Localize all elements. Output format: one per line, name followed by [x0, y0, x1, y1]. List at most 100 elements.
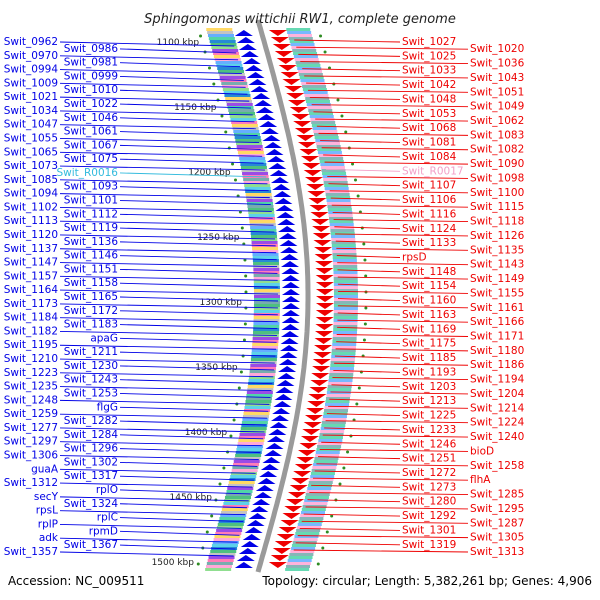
leader-line — [119, 296, 279, 302]
forward-gene-label: Swit_1120 — [4, 229, 58, 241]
right-feature-block — [303, 91, 328, 94]
scale-tick-dot — [336, 98, 340, 102]
forward-gene-label: Swit_1282 — [64, 415, 118, 427]
forward-gene-arrow — [282, 296, 300, 302]
left-feature-block — [240, 163, 267, 166]
left-feature-block — [247, 205, 274, 208]
forward-gene-label: Swit_1047 — [4, 119, 58, 131]
left-feature-block — [253, 274, 280, 277]
forward-gene-label: Swit_1173 — [4, 298, 58, 310]
reverse-gene-arrow — [296, 135, 315, 141]
reverse-gene-arrow — [296, 457, 315, 463]
forward-gene-arrow — [255, 107, 274, 113]
left-feature-block — [235, 142, 262, 145]
reverse-gene-label: rpsD — [402, 251, 427, 263]
leader-line — [59, 82, 246, 88]
scale-tick-dot — [349, 434, 353, 438]
forward-gene-arrow — [253, 492, 272, 498]
left-feature-block — [224, 94, 251, 97]
reverse-gene-arrow — [315, 303, 334, 309]
leader-line — [335, 240, 401, 244]
scale-label: 1450 kbp — [170, 493, 213, 503]
right-feature-block — [287, 34, 312, 37]
right-feature-block — [289, 553, 314, 556]
reverse-gene-label: Swit_1133 — [402, 237, 456, 249]
left-feature-block — [253, 316, 280, 319]
reverse-gene-label: Swit_1033 — [402, 65, 456, 77]
left-feature-block — [239, 433, 266, 436]
right-feature-block — [333, 328, 358, 331]
left-feature-block — [222, 85, 249, 88]
forward-gene-label: Swit_1367 — [64, 539, 118, 551]
reverse-gene-label: Swit_1194 — [470, 374, 525, 386]
left-feature-block — [253, 307, 280, 310]
leader-line — [336, 334, 469, 337]
right-feature-block — [297, 523, 322, 526]
forward-gene-label: Swit_1146 — [64, 250, 119, 262]
reverse-gene-arrow — [282, 79, 301, 85]
left-feature-block — [253, 319, 280, 322]
forward-gene-label: Swit_0981 — [64, 57, 118, 69]
leader-line — [295, 542, 401, 546]
forward-gene-arrow — [280, 247, 299, 253]
leader-line — [337, 305, 469, 309]
right-feature-block — [333, 331, 358, 334]
leader-line — [337, 319, 469, 323]
right-feature-block — [324, 187, 349, 190]
forward-gene-label: Swit_1284 — [64, 429, 119, 441]
reverse-gene-arrow — [310, 212, 329, 218]
left-feature-block — [249, 217, 276, 220]
scale-tick-dot — [196, 562, 200, 566]
scale-tick-dot — [239, 370, 243, 374]
leader-line — [329, 190, 469, 194]
reverse-gene-label: Swit_1166 — [470, 316, 525, 328]
right-feature-block — [304, 94, 329, 97]
left-feature-block — [228, 484, 255, 487]
leader-line — [319, 448, 469, 452]
leader-line — [309, 97, 401, 100]
left-feature-block — [241, 421, 268, 424]
reverse-gene-label: Swit_1084 — [402, 151, 457, 163]
left-feature-block — [253, 322, 280, 325]
right-feature-block — [329, 223, 354, 226]
right-feature-block — [323, 181, 348, 184]
left-feature-block — [251, 349, 278, 352]
left-feature-block — [253, 304, 280, 307]
leader-line — [328, 183, 401, 187]
forward-gene-label: flgG — [97, 401, 118, 413]
left-feature-block — [246, 199, 273, 202]
leader-line — [332, 377, 469, 381]
forward-gene-arrow — [281, 324, 300, 330]
forward-gene-label: Swit_1165 — [64, 291, 118, 303]
left-feature-block — [216, 526, 243, 529]
forward-gene-arrow — [260, 464, 279, 470]
leader-line — [119, 503, 247, 509]
right-feature-block — [303, 502, 328, 505]
forward-gene-label: Swit_1230 — [64, 360, 118, 372]
left-feature-block — [243, 178, 270, 181]
right-feature-block — [314, 457, 339, 460]
forward-gene-arrow — [265, 443, 284, 449]
left-feature-block — [242, 418, 269, 421]
leader-line — [330, 391, 469, 395]
scale-tick-dot — [353, 178, 357, 182]
leader-line — [119, 379, 273, 385]
leader-line — [119, 62, 241, 68]
leader-line — [119, 406, 269, 412]
right-feature-block — [313, 463, 338, 466]
leader-line — [59, 41, 235, 47]
leader-line — [321, 147, 469, 151]
left-feature-block — [213, 538, 240, 541]
right-feature-block — [309, 112, 333, 115]
leader-line — [316, 125, 401, 129]
left-feature-block — [249, 223, 276, 226]
leader-line — [119, 517, 244, 522]
reverse-gene-arrow — [289, 485, 308, 491]
reverse-gene-label: Swit_1171 — [470, 331, 524, 343]
left-feature-block — [210, 43, 237, 46]
forward-gene-arrow — [240, 51, 259, 57]
leader-line — [119, 200, 271, 205]
left-feature-block — [223, 502, 250, 505]
forward-gene-label: Swit_1061 — [64, 126, 118, 138]
scale-label: 1500 kbp — [152, 558, 195, 568]
